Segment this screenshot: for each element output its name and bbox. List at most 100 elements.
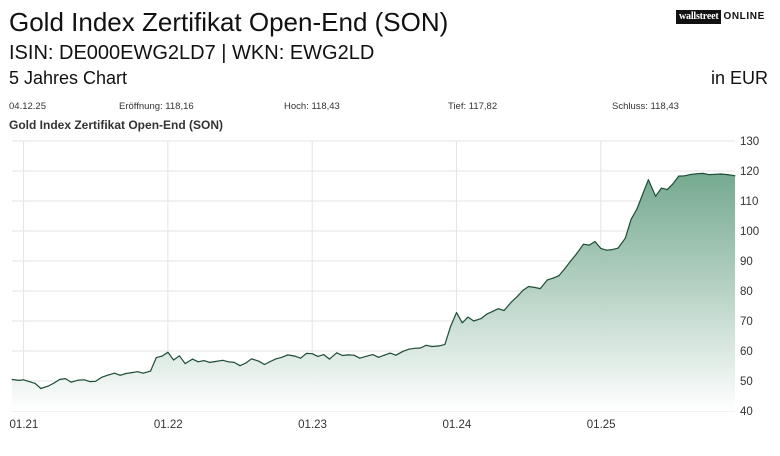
data-point-57 [353, 354, 355, 356]
logo-wordmark-part1: wallstreet [676, 10, 722, 24]
data-point-23 [149, 370, 152, 372]
page-title: Gold Index Zertifikat Open-End (SON) [9, 7, 449, 37]
data-point-69 [425, 344, 427, 346]
security-identifiers: ISIN: DE000EWG2LD7 | WKN: EWG2LD [9, 42, 375, 64]
chart-title: Gold Index Zertifikat Open-End (SON) [9, 118, 224, 132]
data-point-21 [137, 371, 139, 373]
price-area [12, 173, 735, 411]
data-point-100 [611, 249, 613, 251]
data-point-16 [106, 374, 108, 376]
data-point-36 [227, 361, 230, 363]
stat-low: Tief: 117,82 [448, 101, 498, 112]
data-point-55 [341, 354, 344, 357]
data-point-54 [336, 352, 338, 354]
data-point-104 [636, 208, 638, 210]
data-point-11 [77, 379, 79, 381]
data-point-86 [528, 285, 530, 288]
stat-date: 04.12.25 [9, 101, 46, 112]
data-point-38 [239, 365, 241, 367]
data-point-83 [510, 301, 512, 303]
x-tick-label-01.24: 01.24 [442, 419, 471, 431]
data-point-17 [113, 372, 116, 374]
chart-period-label: 5 Jahres Chart [9, 68, 128, 88]
data-point-60 [372, 354, 374, 356]
data-point-49 [305, 352, 307, 354]
data-point-109 [666, 189, 668, 191]
data-point-71 [438, 345, 440, 347]
data-point-64 [395, 354, 397, 356]
data-point-9 [64, 378, 66, 380]
data-point-78 [480, 318, 482, 320]
data-point-50 [311, 353, 313, 355]
data-point-8 [59, 378, 61, 381]
data-point-65 [402, 350, 404, 352]
data-point-115 [702, 172, 704, 174]
data-point-85 [522, 289, 524, 291]
stat-open: Eröffnung: 118,16 [119, 101, 194, 112]
data-point-77 [473, 320, 475, 322]
logo-wordmark-part2: ONLINE [723, 11, 765, 22]
data-point-51 [317, 355, 319, 357]
data-point-107 [655, 195, 657, 197]
y-tick-label-60: 60 [740, 346, 753, 358]
data-point-5 [40, 387, 42, 390]
data-point-120 [734, 175, 736, 177]
stat-close: Schluss: 118,43 [612, 101, 679, 112]
data-point-46 [287, 354, 289, 356]
data-point-33 [209, 361, 211, 363]
data-point-37 [233, 361, 235, 363]
currency-label: in EUR [710, 68, 768, 88]
y-tick-label-90: 90 [740, 256, 753, 268]
data-point-63 [389, 352, 391, 354]
data-point-28 [178, 355, 180, 357]
data-point-116 [708, 174, 710, 176]
data-point-2 [22, 379, 25, 381]
data-point-53 [328, 358, 331, 360]
data-point-26 [167, 351, 169, 353]
data-point-75 [461, 322, 463, 324]
data-point-25 [161, 355, 163, 357]
data-point-118 [720, 173, 722, 175]
data-point-84 [516, 296, 518, 298]
data-point-92 [564, 268, 566, 270]
data-point-88 [539, 288, 541, 290]
data-point-1 [18, 379, 20, 381]
data-point-29 [184, 363, 186, 365]
y-tick-label-120: 120 [740, 166, 759, 178]
data-point-59 [366, 355, 368, 357]
data-point-93 [569, 260, 572, 262]
data-point-72 [444, 343, 446, 345]
data-point-97 [594, 240, 596, 243]
data-point-6 [47, 385, 49, 387]
data-point-62 [383, 354, 385, 356]
data-point-103 [630, 218, 632, 220]
data-point-15 [100, 376, 103, 378]
data-point-91 [558, 275, 560, 277]
data-point-61 [378, 356, 380, 358]
data-point-68 [419, 347, 421, 349]
data-point-70 [431, 345, 433, 348]
quote-stats-bar: 04.12.25 Eröffnung: 118,16 Hoch: 118,43 … [0, 101, 780, 115]
data-point-22 [142, 372, 144, 374]
y-tick-label-40: 40 [740, 406, 753, 418]
y-tick-label-110: 110 [740, 196, 758, 208]
data-point-14 [95, 380, 97, 382]
y-tick-label-70: 70 [740, 316, 753, 328]
y-tick-label-100: 100 [740, 226, 759, 238]
data-point-105 [642, 193, 644, 195]
data-point-89 [546, 279, 549, 281]
data-point-7 [53, 382, 55, 384]
y-tick-label-130: 130 [740, 136, 759, 148]
data-point-79 [486, 313, 488, 315]
data-point-81 [497, 308, 499, 310]
data-point-101 [617, 247, 619, 249]
wallstreet-online-logo: wallstreet ONLINE [676, 10, 767, 24]
data-point-74 [455, 312, 458, 314]
data-point-66 [408, 348, 410, 350]
y-tick-label-80: 80 [740, 286, 753, 298]
data-point-117 [714, 173, 716, 175]
data-point-113 [691, 173, 693, 175]
data-point-76 [467, 316, 469, 318]
data-point-114 [696, 173, 699, 175]
data-point-12 [83, 379, 85, 381]
